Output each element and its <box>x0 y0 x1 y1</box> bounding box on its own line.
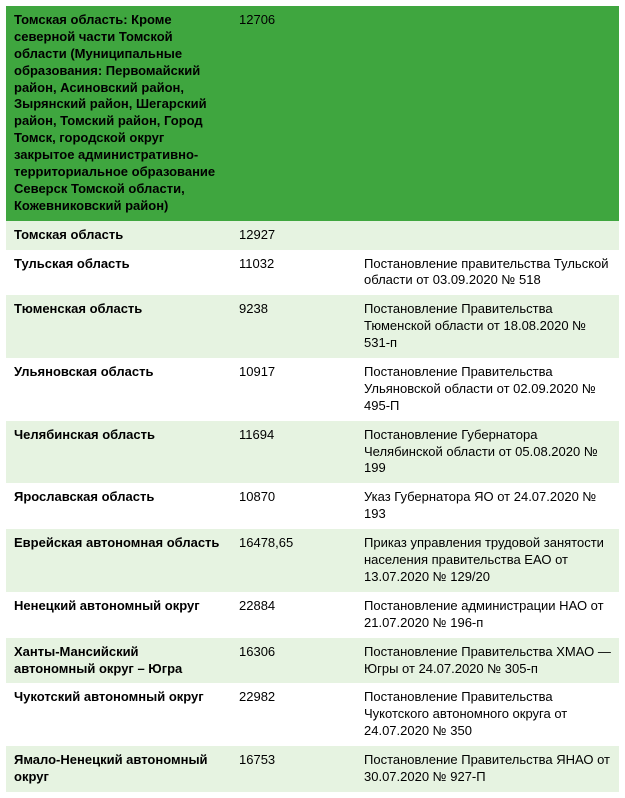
region-cell: Ханты-Мансийский автономный округ – Югра <box>6 638 231 684</box>
table-row: Ярославская область10870Указ Губернатора… <box>6 483 619 529</box>
value-cell: 12927 <box>231 221 356 250</box>
value-cell: 16753 <box>231 746 356 792</box>
region-cell: Ульяновская область <box>6 358 231 421</box>
document-cell <box>356 6 619 221</box>
document-cell: Указ Губернатора ЯО от 24.07.2020 № 193 <box>356 483 619 529</box>
region-cell: Тульская область <box>6 250 231 296</box>
value-cell: 11694 <box>231 421 356 484</box>
document-cell <box>356 221 619 250</box>
table-row: Ульяновская область10917Постановление Пр… <box>6 358 619 421</box>
document-cell: Постановление Правительства Тюменской об… <box>356 295 619 358</box>
table-row: Еврейская автономная область16478,65Прик… <box>6 529 619 592</box>
table-row: Тюменская область9238Постановление Прави… <box>6 295 619 358</box>
document-cell: Постановление Правительства Ульяновской … <box>356 358 619 421</box>
table-row: Тульская область11032Постановление прави… <box>6 250 619 296</box>
table-row: Ханты-Мансийский автономный округ – Югра… <box>6 638 619 684</box>
table-row: Челябинская область11694Постановление Гу… <box>6 421 619 484</box>
region-cell: Ненецкий автономный округ <box>6 592 231 638</box>
table-row: Томская область: Кроме северной части То… <box>6 6 619 221</box>
value-cell: 16478,65 <box>231 529 356 592</box>
value-cell: 16306 <box>231 638 356 684</box>
region-cell: Еврейская автономная область <box>6 529 231 592</box>
value-cell: 22982 <box>231 683 356 746</box>
value-cell: 10870 <box>231 483 356 529</box>
region-cell: Ямало-Ненецкий автономный округ <box>6 746 231 792</box>
region-cell: Тюменская область <box>6 295 231 358</box>
document-cell: Постановление Правительства ЯНАО от 30.0… <box>356 746 619 792</box>
region-cell: Ярославская область <box>6 483 231 529</box>
document-cell: Постановление правительства Тульской обл… <box>356 250 619 296</box>
document-cell: Постановление Правительства Чукотского а… <box>356 683 619 746</box>
region-cell: Томская область <box>6 221 231 250</box>
value-cell: 22884 <box>231 592 356 638</box>
document-cell: Постановление Губернатора Челябинской об… <box>356 421 619 484</box>
region-cell: Чукотский автономный округ <box>6 683 231 746</box>
table-row: Ямало-Ненецкий автономный округ16753Пост… <box>6 746 619 792</box>
regions-table: Томская область: Кроме северной части То… <box>6 6 619 792</box>
region-cell: Челябинская область <box>6 421 231 484</box>
table-row: Ненецкий автономный округ22884Постановле… <box>6 592 619 638</box>
value-cell: 10917 <box>231 358 356 421</box>
document-cell: Приказ управления трудовой занятости нас… <box>356 529 619 592</box>
table-row: Чукотский автономный округ22982Постановл… <box>6 683 619 746</box>
document-cell: Постановление администрации НАО от 21.07… <box>356 592 619 638</box>
value-cell: 9238 <box>231 295 356 358</box>
value-cell: 11032 <box>231 250 356 296</box>
document-cell: Постановление Правительства ХМАО — Югры … <box>356 638 619 684</box>
value-cell: 12706 <box>231 6 356 221</box>
region-cell: Томская область: Кроме северной части То… <box>6 6 231 221</box>
table-row: Томская область12927 <box>6 221 619 250</box>
